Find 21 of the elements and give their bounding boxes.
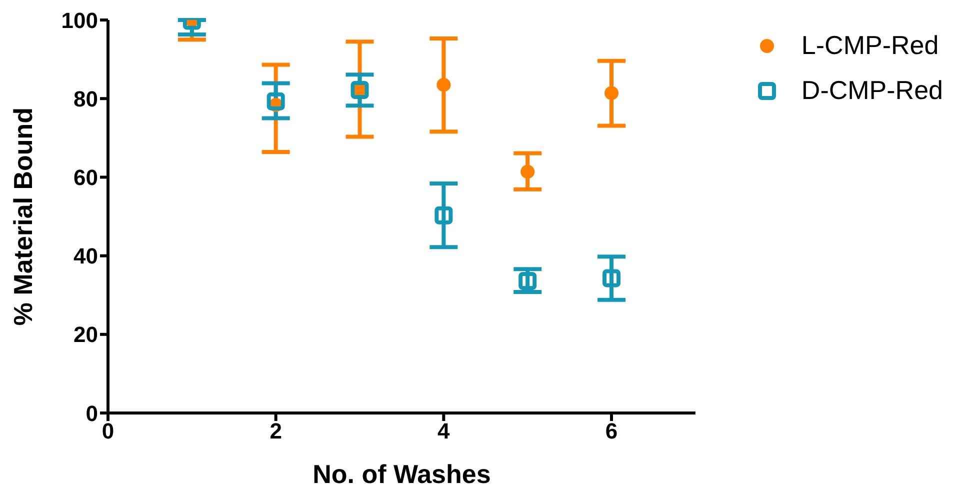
point bbox=[266, 92, 285, 110]
y-axis-title: % Material Bound bbox=[8, 107, 38, 326]
x-tick-label: 6 bbox=[605, 418, 618, 444]
point bbox=[436, 78, 451, 92]
point bbox=[518, 272, 537, 290]
point bbox=[604, 86, 619, 100]
x-axis-title: No. of Washes bbox=[312, 459, 491, 489]
x-tick-label: 4 bbox=[438, 418, 451, 444]
y-tick-label: 60 bbox=[74, 165, 98, 190]
x-tick-label: 0 bbox=[102, 418, 114, 444]
y-tick-label: 20 bbox=[74, 322, 98, 348]
point bbox=[602, 269, 621, 288]
point bbox=[434, 206, 453, 224]
y-tick-label: 80 bbox=[74, 86, 98, 112]
legend-label: D-CMP-Red bbox=[801, 75, 943, 106]
y-tick-label: 0 bbox=[86, 400, 98, 426]
y-tick-label: 100 bbox=[61, 8, 98, 33]
point bbox=[520, 164, 535, 179]
y-tick-label: 40 bbox=[74, 244, 98, 269]
legend-label: L-CMP-Red bbox=[801, 30, 939, 61]
x-tick-label: 2 bbox=[270, 418, 282, 444]
